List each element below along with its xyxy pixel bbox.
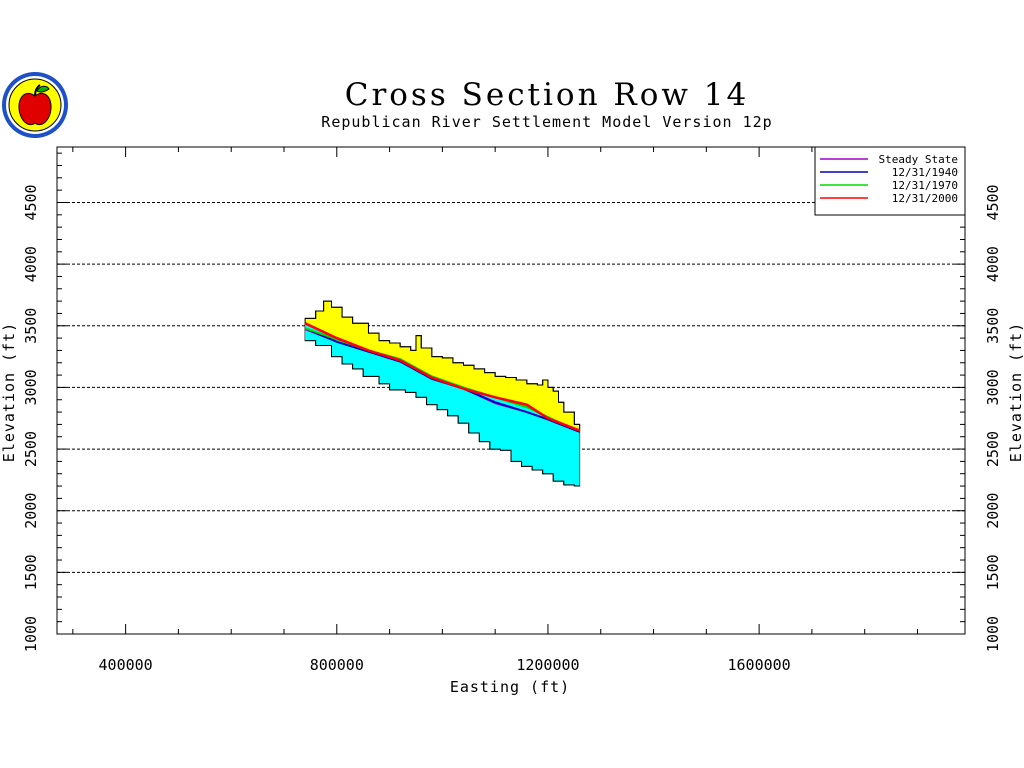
y-tick-label-left: 3500 <box>22 308 40 344</box>
aquifer-base-line <box>305 340 580 487</box>
legend: Steady State12/31/194012/31/197012/31/20… <box>814 146 966 216</box>
y-tick-label-right: 3500 <box>984 308 1002 344</box>
legend-label: 12/31/2000 <box>892 192 958 205</box>
ground-surface-line <box>305 300 581 431</box>
y-tick-label-left: 4500 <box>22 184 40 220</box>
y-tick-label-left: 1500 <box>22 554 40 590</box>
y-tick-label-right: 4500 <box>984 184 1002 220</box>
y-tick-label-left: 4000 <box>22 246 40 282</box>
x-tick-label: 800000 <box>310 656 364 674</box>
saturated-zone-area <box>305 323 580 487</box>
legend-label: 12/31/1940 <box>892 166 958 179</box>
y-tick-label-right: 2500 <box>984 431 1002 467</box>
y-tick-label-right: 4000 <box>984 246 1002 282</box>
y-tick-label-right: 1000 <box>984 616 1002 652</box>
x-axis-label: Easting (ft) <box>450 678 570 696</box>
y-tick-label-left: 2500 <box>22 431 40 467</box>
y-axis-label-left: Elevation (ft) <box>0 322 18 462</box>
y-tick-label-left: 1000 <box>22 616 40 652</box>
x-tick-label: 400000 <box>99 656 153 674</box>
x-tick-label: 1600000 <box>728 656 791 674</box>
y-tick-label-left: 3000 <box>22 369 40 405</box>
y-tick-label-left: 2000 <box>22 493 40 529</box>
legend-label: 12/31/1970 <box>892 179 958 192</box>
y-axis-label-right: Elevation (ft) <box>1007 322 1024 462</box>
chart-title: Cross Section Row 14 <box>345 77 750 113</box>
legend-label: Steady State <box>879 153 958 166</box>
series-lines <box>304 322 581 433</box>
tick-labels: 1000 1000 1500 1500 2000 2000 2500 2500 3000 3000… <box>22 184 1002 674</box>
aquifer-fill <box>304 300 581 487</box>
y-tick-label-right: 1500 <box>984 554 1002 590</box>
y-tick-label-right: 3000 <box>984 369 1002 405</box>
logo-seal <box>2 72 68 138</box>
x-tick-label: 1200000 <box>516 656 579 674</box>
series-line <box>304 322 581 432</box>
y-tick-label-right: 2000 <box>984 493 1002 529</box>
plot-frame <box>56 146 966 635</box>
chart-subtitle: Republican River Settlement Model Versio… <box>321 113 772 131</box>
